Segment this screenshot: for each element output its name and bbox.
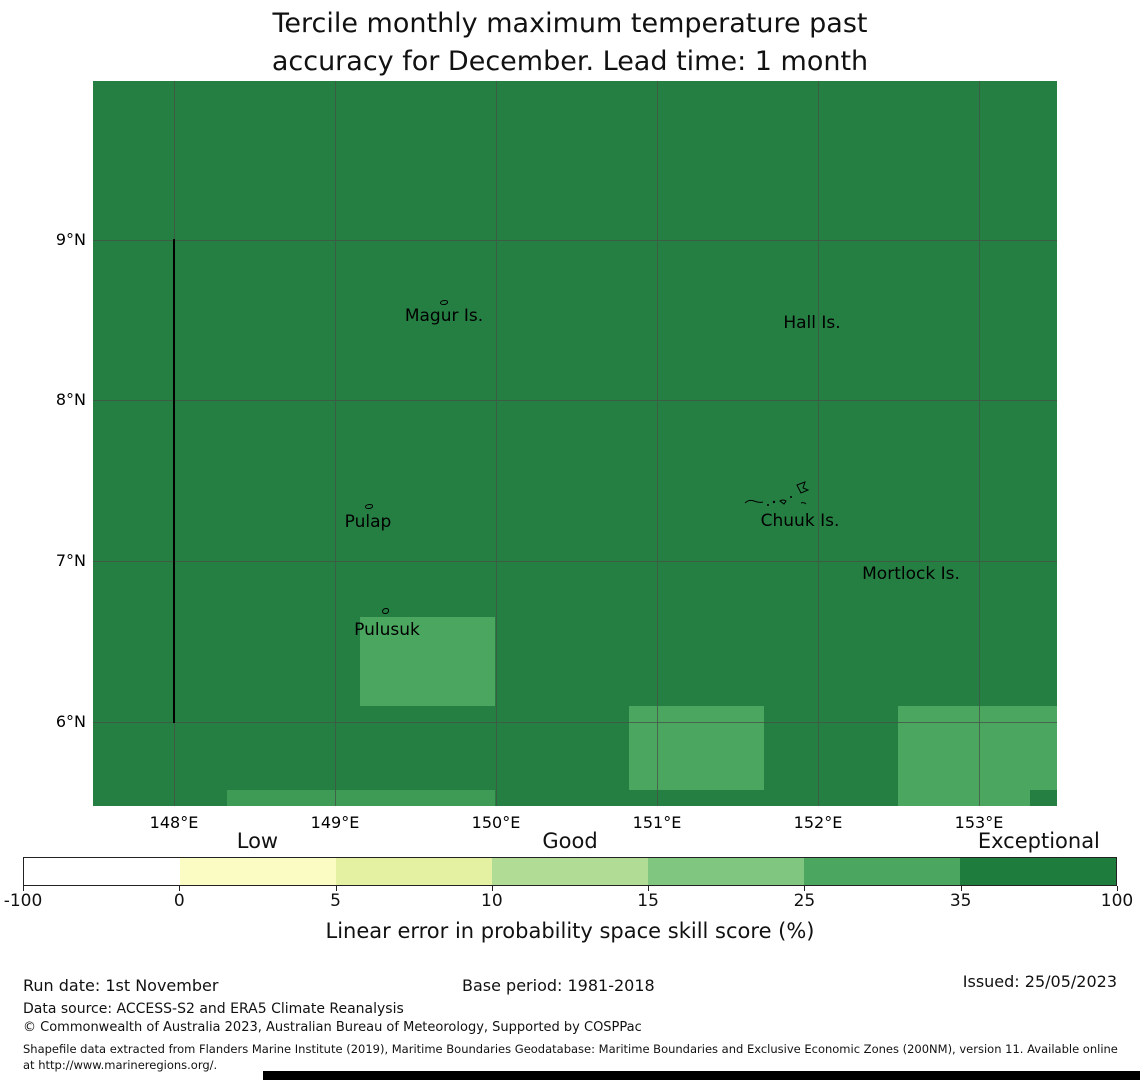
cb-tick-10: 10 [481,891,503,911]
gridline-9n [93,240,1057,241]
data-source-text: Data source: ACCESS-S2 and ERA5 Climate … [23,1001,404,1017]
colorbar-label-good: Good [542,829,598,853]
gridline-7n [93,561,1057,562]
colorbar-tick-labels: -100 0 5 10 15 25 35 100 [4,891,1134,911]
cb-tick-5: 5 [330,891,341,911]
gridline-6n [93,722,1057,723]
copyright-text: © Commonwealth of Australia 2023, Austra… [23,1020,642,1035]
low-skill-strip-south-right [898,790,1030,806]
x-tick-150e: 150°E [471,813,521,832]
colorbar-label-low: Low [236,829,279,853]
gridline-153e [979,81,980,806]
magur-island-mark [440,300,448,305]
colorbar [23,857,1117,886]
colorbar-segment-5 [648,858,804,885]
gridline-149e [335,81,336,806]
colorbar-segment-1 [24,858,180,885]
gridline-8n [93,400,1057,401]
x-tick-153e: 153°E [954,813,1004,832]
colorbar-label-exceptional: Exceptional [977,829,1100,853]
x-tick-148e: 148°E [149,813,199,832]
shapefile-attribution-text: Shapefile data extracted from Flanders M… [23,1042,1118,1072]
base-period-text: Base period: 1981-2018 [462,976,655,995]
island-label-chuuk: Chuuk Is. [760,511,840,531]
low-skill-patch-southeast [898,706,1057,790]
gridline-151e [657,81,658,806]
cb-tick-35: 35 [949,891,972,911]
colorbar-segment-3 [336,858,492,885]
cb-tick-100: 100 [1100,891,1134,911]
cb-tick-0: 0 [173,891,185,911]
low-skill-patch-south-151e [629,706,764,790]
island-label-pulap: Pulap [344,512,392,532]
colorbar-segment-7 [960,858,1116,885]
run-date-text: Run date: 1st November [23,976,219,995]
x-tick-151e: 151°E [632,813,682,832]
island-label-hall: Hall Is. [783,313,841,333]
colorbar-segment-6 [804,858,960,885]
gridline-152e [818,81,819,806]
y-tick-6n: 6°N [55,712,86,731]
low-skill-patch-pulusuk [360,617,495,706]
island-label-pulusuk: Pulusuk [354,620,420,640]
y-tick-9n: 9°N [55,230,86,249]
low-skill-strip-south-left [227,790,495,806]
pulusuk-island-mark [382,608,389,614]
bottom-bar [263,1071,1140,1080]
colorbar-tickmarks [23,886,1118,891]
colorbar-axis-label: Linear error in probability space skill … [325,919,815,943]
map-plot-area: Magur Is. Hall Is. Pulap Chuuk Is. Mortl… [93,81,1057,806]
cb-tick-25: 25 [793,891,816,911]
y-tick-7n: 7°N [55,551,86,570]
chuuk-lagoon-islands-icon [744,481,810,506]
cb-tick-15: 15 [637,891,659,911]
gridline-150e [496,81,497,806]
island-label-magur: Magur Is. [404,306,484,326]
issued-date-text: Issued: 25/05/2023 [962,972,1117,991]
y-tick-8n: 8°N [55,390,86,409]
colorbar-qualitative-labels: Low Good Exceptional [23,829,1117,855]
x-tick-149e: 149°E [310,813,360,832]
x-tick-152e: 152°E [793,813,843,832]
colorbar-segment-2 [180,858,336,885]
colorbar-segment-4 [492,858,648,885]
figure-title-line-2: accuracy for December. Lead time: 1 mont… [271,46,869,77]
pulap-island-mark [365,504,373,509]
figure-title-line-1: Tercile monthly maximum temperature past [272,8,868,39]
island-label-mortlock: Mortlock Is. [862,564,960,584]
cb-tick-neg100: -100 [3,891,43,911]
maritime-boundary-line [173,239,175,723]
